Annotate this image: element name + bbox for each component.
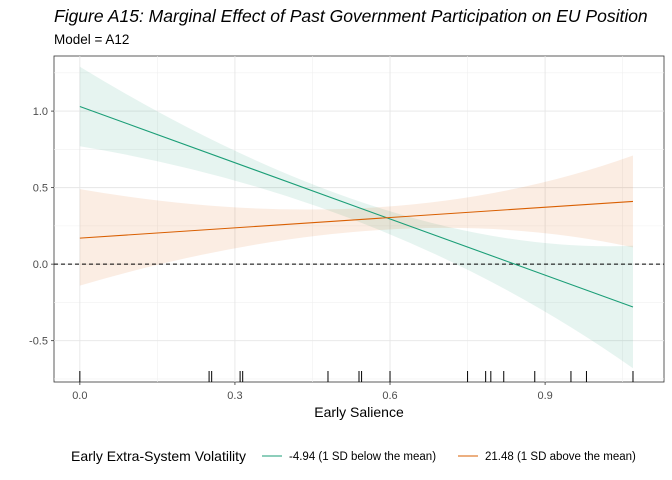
x-axis-title: Early Salience <box>314 404 404 420</box>
series-lines <box>79 105 634 308</box>
rug-marks <box>79 371 634 382</box>
confidence-band-1 <box>79 66 633 369</box>
legend: Early Extra-System Volatility -4.94 (1 S… <box>71 448 636 464</box>
y-tick-label: 1.0 <box>33 106 48 118</box>
y-tick-label: 0.0 <box>33 259 48 271</box>
y-tick-label: 0.5 <box>33 183 48 195</box>
series-line-2 <box>79 200 634 239</box>
y-tick-label: -0.5 <box>29 336 48 348</box>
legend-label-2: 21.48 (1 SD above the mean) <box>485 451 636 463</box>
confidence-band-2 <box>79 155 633 286</box>
chart-subtitle: Model = A12 <box>54 32 130 47</box>
legend-label-1: -4.94 (1 SD below the mean) <box>289 451 436 463</box>
grid-lines <box>54 56 664 382</box>
chart-title: Figure A15: Marginal Effect of Past Gove… <box>54 6 648 26</box>
legend-title: Early Extra-System Volatility <box>71 448 246 464</box>
x-tick-label: 0.3 <box>227 390 242 402</box>
x-tick-label: 0.6 <box>382 390 397 402</box>
x-tick-label: 0.0 <box>72 390 87 402</box>
y-axis: -0.5 0.0 0.5 1.0 <box>29 106 54 348</box>
series-line-1 <box>79 105 634 308</box>
confidence-bands <box>79 66 633 369</box>
x-tick-label: 0.9 <box>537 390 552 402</box>
x-axis: 0.0 0.3 0.6 0.9 <box>72 382 553 402</box>
